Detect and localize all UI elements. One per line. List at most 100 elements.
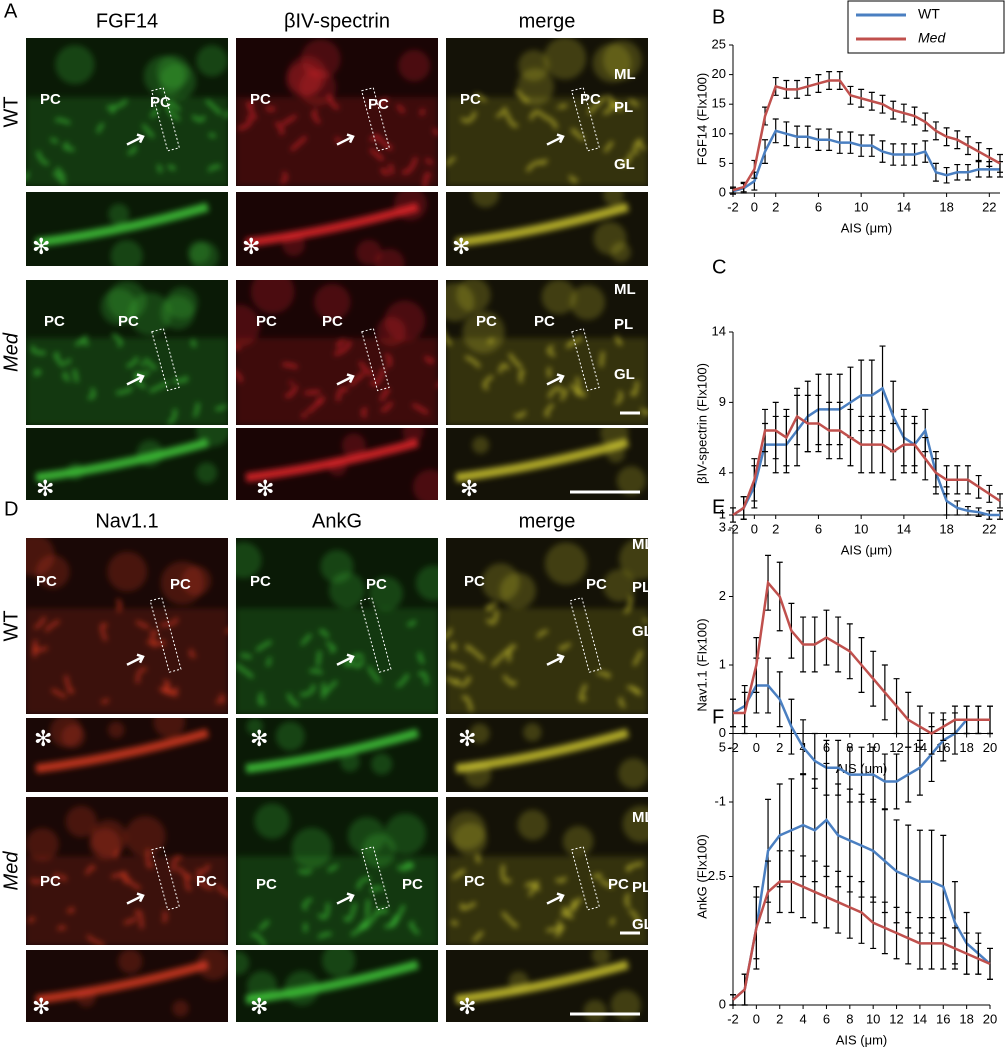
axon-box bbox=[151, 328, 180, 392]
axon-box bbox=[151, 846, 180, 911]
asterisk: ✻ bbox=[36, 477, 54, 502]
y-tick-label: 14 bbox=[712, 323, 726, 338]
axon-box bbox=[359, 597, 392, 673]
glow bbox=[26, 338, 228, 425]
image-label: PC bbox=[196, 873, 217, 890]
blob bbox=[356, 239, 382, 266]
row-title: WT bbox=[0, 610, 22, 641]
micrograph bbox=[26, 38, 228, 186]
blob bbox=[172, 1000, 189, 1017]
image-label: PC bbox=[580, 91, 601, 108]
image-label: PC bbox=[36, 573, 57, 590]
asterisk: ✻ bbox=[452, 235, 470, 260]
micrograph bbox=[236, 192, 438, 266]
axon-box bbox=[361, 846, 390, 911]
micrograph bbox=[446, 950, 648, 1022]
process bbox=[26, 171, 29, 180]
blob bbox=[76, 987, 96, 1007]
strand bbox=[245, 202, 420, 248]
y-axis-title: FGF14 (FIx100) bbox=[694, 73, 709, 165]
cell bbox=[481, 563, 520, 602]
texture bbox=[236, 280, 438, 425]
y-tick-label: 2.5 bbox=[708, 868, 726, 883]
x-tick-label: 0 bbox=[753, 740, 760, 755]
texture bbox=[455, 723, 648, 789]
cell bbox=[236, 304, 261, 348]
asterisk: ✻ bbox=[250, 995, 268, 1020]
arrow bbox=[126, 133, 145, 146]
asterisk: ✻ bbox=[250, 727, 268, 752]
cell bbox=[314, 283, 351, 321]
series-line bbox=[732, 79, 1001, 192]
y-axis-title: βIV-spectrin (FIx100) bbox=[694, 363, 709, 484]
cell bbox=[398, 49, 431, 82]
x-tick-label: 6 bbox=[823, 1011, 830, 1026]
legend-label: Med bbox=[918, 30, 946, 46]
glow bbox=[236, 608, 438, 714]
column-title: merge bbox=[519, 510, 576, 532]
image-label: PC bbox=[368, 96, 389, 113]
image-label: PC bbox=[402, 876, 423, 893]
series-line bbox=[732, 684, 990, 783]
cell bbox=[26, 827, 59, 861]
blob bbox=[275, 721, 305, 751]
micrograph bbox=[26, 428, 228, 500]
x-tick-label: 10 bbox=[866, 1011, 880, 1026]
texture bbox=[236, 39, 438, 186]
panel-label: F bbox=[712, 706, 724, 728]
y-tick-label: 5 bbox=[719, 739, 726, 754]
x-tick-label: 6 bbox=[815, 521, 822, 536]
blob bbox=[196, 462, 218, 484]
texture bbox=[35, 202, 219, 266]
image-label: PL bbox=[614, 316, 633, 333]
cell bbox=[181, 565, 212, 596]
cell bbox=[143, 55, 185, 97]
axon-box bbox=[571, 328, 600, 392]
blob bbox=[328, 457, 347, 477]
cell bbox=[236, 542, 262, 579]
image-label: PC bbox=[40, 873, 61, 890]
blob bbox=[67, 463, 84, 480]
image-label: PC bbox=[250, 91, 271, 108]
strand bbox=[35, 728, 210, 774]
image-label: GL bbox=[614, 366, 635, 383]
cell bbox=[65, 805, 97, 838]
strand bbox=[35, 202, 210, 248]
cell bbox=[107, 551, 148, 592]
texture bbox=[446, 805, 648, 945]
strand bbox=[455, 202, 630, 248]
column-title: βIV-spectrin bbox=[284, 10, 390, 32]
cell bbox=[320, 549, 354, 583]
texture bbox=[26, 805, 228, 945]
arrow bbox=[336, 373, 355, 386]
micrograph bbox=[236, 718, 438, 792]
image-label: PL bbox=[632, 879, 651, 896]
x-tick-label: 20 bbox=[983, 1011, 997, 1026]
x-tick-label: 0 bbox=[751, 199, 758, 214]
x-tick-label: 8 bbox=[846, 1011, 853, 1026]
strand bbox=[245, 728, 420, 774]
image-label: GL bbox=[632, 916, 653, 933]
cell bbox=[128, 292, 172, 336]
texture bbox=[245, 718, 420, 775]
y-axis-title: Nav1.1 (FIx100) bbox=[694, 618, 709, 711]
texture bbox=[26, 281, 228, 425]
y-tick-label: 1 bbox=[719, 656, 726, 671]
cell bbox=[196, 45, 228, 77]
asterisk: ✻ bbox=[458, 995, 476, 1020]
x-tick-label: 12 bbox=[889, 1011, 903, 1026]
image-label: PC bbox=[464, 873, 485, 890]
image-label: PC bbox=[44, 313, 65, 330]
y-tick-label: 3 bbox=[719, 519, 726, 534]
column-title: merge bbox=[519, 10, 576, 32]
y-tick-label: 0 bbox=[719, 996, 726, 1011]
axon-box bbox=[361, 328, 390, 392]
glow bbox=[236, 338, 438, 425]
legend-label: WT bbox=[918, 6, 940, 22]
blob bbox=[196, 950, 228, 981]
blob bbox=[107, 721, 125, 739]
x-tick-label: 22 bbox=[982, 521, 996, 536]
micrograph bbox=[26, 950, 228, 1022]
x-tick-label: 18 bbox=[959, 740, 973, 755]
cell bbox=[619, 538, 648, 580]
